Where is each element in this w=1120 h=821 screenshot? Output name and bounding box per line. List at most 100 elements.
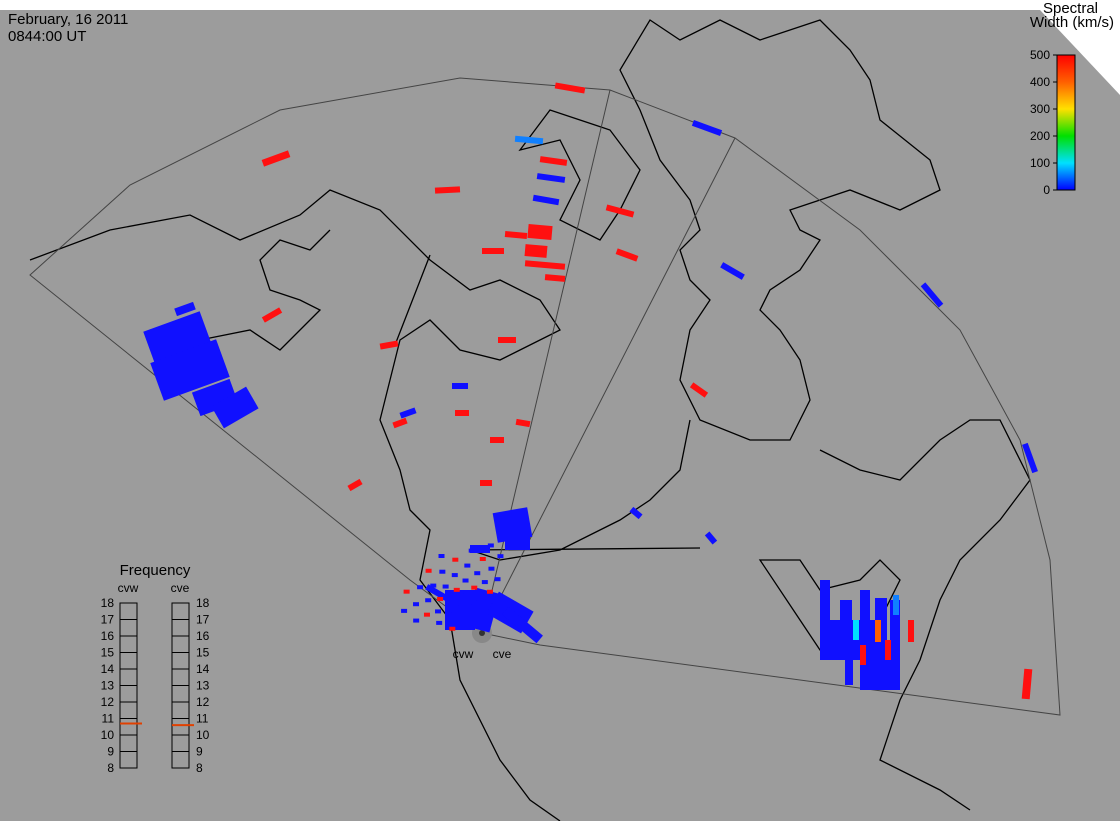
colorbar-title: Width (km/s) — [1030, 14, 1114, 31]
echo-cell — [434, 186, 461, 194]
echo-cell — [448, 598, 455, 603]
frequency-tick-label: 17 — [101, 613, 115, 627]
colorbar-tick-label: 400 — [1030, 75, 1050, 89]
echo-cell — [455, 610, 462, 615]
echo-cell — [399, 407, 417, 419]
echo-cell — [615, 248, 639, 262]
echo-cell — [449, 626, 456, 631]
frequency-tick-label: 11 — [196, 712, 209, 726]
frequency-tick-label: 15 — [196, 646, 210, 660]
echo-cell — [435, 609, 442, 614]
echo-cell — [860, 645, 866, 665]
echo-cell — [425, 584, 450, 602]
echo-cell — [392, 417, 408, 429]
echo-cell — [423, 612, 430, 617]
frequency-tick-label: 16 — [196, 629, 210, 643]
frequency-tick-label: 8 — [107, 761, 114, 775]
frequency-tick-label: 14 — [196, 662, 210, 676]
frequency-title: Frequency — [120, 562, 191, 579]
echo-cell — [425, 598, 432, 603]
echo-cell — [452, 557, 459, 562]
echo-cell — [439, 569, 446, 574]
frequency-tick-label: 10 — [196, 728, 210, 742]
echo-cell — [481, 580, 488, 585]
echo-cell — [505, 530, 530, 550]
echo-cell — [437, 596, 444, 601]
radar-site — [479, 630, 485, 636]
echo-cell — [464, 563, 471, 568]
colorbar-tick-label: 100 — [1030, 156, 1050, 170]
echo-cell — [480, 480, 492, 486]
echo-cell — [908, 620, 914, 642]
colorbar-tick-label: 200 — [1030, 129, 1050, 143]
coastlines — [29, 19, 1031, 821]
echo-cell — [498, 337, 516, 343]
echo-cell — [489, 599, 496, 604]
echo-cell — [524, 260, 566, 270]
echo-cell — [920, 282, 944, 308]
coastline — [619, 19, 941, 441]
echo-cell — [401, 608, 408, 613]
echo-cell — [554, 82, 586, 94]
echo-cell — [261, 307, 283, 323]
echo-cell — [479, 557, 486, 562]
echo-cell — [497, 554, 504, 559]
echo-cell — [488, 566, 495, 571]
echo-cell — [413, 618, 420, 623]
echo-cell — [890, 600, 900, 660]
echo-cell — [425, 568, 432, 573]
echo-cell — [470, 600, 477, 605]
echo-cell — [482, 248, 504, 254]
echo-cell — [446, 618, 453, 623]
colorbar-tick-label: 300 — [1030, 102, 1050, 116]
echo-cell — [527, 223, 553, 241]
echo-cell — [853, 620, 859, 640]
echo-cell — [470, 545, 490, 553]
radar-name: cvw — [118, 581, 139, 595]
echo-cell — [544, 274, 566, 282]
echo-cell — [820, 580, 830, 620]
echo-cell — [875, 620, 881, 642]
echo-cell — [504, 231, 528, 239]
colorbar-tick-label: 0 — [1043, 183, 1050, 197]
echo-cell — [502, 606, 543, 644]
frequency-tick-label: 17 — [196, 613, 210, 627]
date: February, 16 2011 — [8, 11, 128, 28]
echo-cell — [174, 301, 196, 317]
echo-cell — [191, 378, 239, 417]
frequency-tick-label: 14 — [101, 662, 115, 676]
echo-cell — [458, 601, 465, 606]
frequency-tick-label: 13 — [101, 679, 115, 693]
echo-cell — [539, 156, 568, 166]
echo-cell — [720, 262, 745, 280]
frequency-tick-label: 18 — [196, 596, 210, 610]
echo-cell — [494, 577, 501, 582]
top-strip — [0, 0, 1120, 10]
coastline — [149, 229, 331, 351]
echo-cell — [468, 548, 475, 553]
frequency-tick-label: 9 — [107, 745, 114, 759]
corner — [1040, 10, 1120, 95]
echo-cell — [462, 578, 469, 583]
echo-cell — [536, 173, 566, 183]
echo-cell — [1022, 442, 1038, 474]
echo-cell — [442, 584, 449, 589]
echo-cell — [445, 608, 452, 613]
echo-cell — [465, 587, 500, 633]
frequency-tick-label: 18 — [101, 596, 115, 610]
echo-cell — [474, 571, 481, 576]
echo-cell — [532, 194, 560, 206]
echo-cell — [689, 382, 709, 398]
echo-cell — [885, 640, 891, 660]
echo-cell — [413, 602, 420, 607]
coastline — [758, 559, 901, 651]
coastline — [469, 419, 691, 561]
frequency-tick-label: 10 — [101, 728, 115, 742]
echo-cell — [487, 543, 494, 548]
echo-cell — [451, 573, 458, 578]
echo-cell — [347, 478, 363, 492]
echo-cell — [524, 244, 548, 258]
echo-cell — [691, 120, 723, 136]
